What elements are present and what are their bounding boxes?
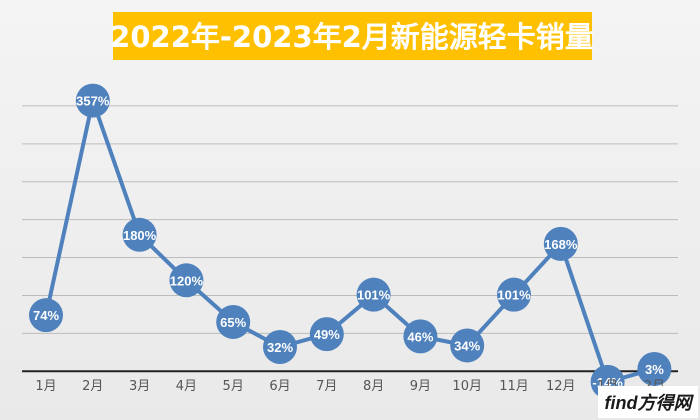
data-label: 101% [497,288,531,303]
data-point-marker [450,328,485,363]
data-point: 46% [403,319,438,354]
data-point: 101% [356,277,391,312]
data-label: 49% [314,327,340,342]
data-label: 32% [267,340,293,355]
data-point-marker [122,217,157,252]
data-point-marker [29,298,63,333]
x-tick-label: 12月 [546,379,576,394]
data-point: 49% [309,317,344,352]
data-label: 168% [544,237,578,252]
data-label: 46% [407,329,433,344]
data-point-marker [216,304,251,339]
data-point: 74% [29,298,63,333]
x-tick-label: 10月 [452,379,482,394]
data-label: 3% [645,362,664,377]
data-point-marker [497,277,531,312]
x-tick-label: 2月 [82,379,103,394]
data-point-marker [169,263,204,298]
data-label: 101% [357,288,391,303]
x-tick-label: 5月 [223,379,244,394]
data-point: 32% [263,329,297,364]
data-points: 74% 357% 180% 120% 65% 32% 49% 101% 46% 34% 101% 16… [29,83,672,399]
x-tick-label: 11月 [499,379,529,394]
chart-title-text: 2022年-2023年2月新能源轻卡销量 [110,20,594,54]
data-label: 357% [76,94,110,109]
data-point-marker [356,277,391,312]
x-tick-label: 3月 [129,379,150,394]
x-tick-label: 1月 [35,379,56,394]
data-label: 65% [220,315,246,330]
grid-lines [22,105,678,334]
watermark-background [598,386,698,418]
data-point: 120% [169,263,204,298]
chart-title: 2022年-2023年2月新能源轻卡销量 [110,12,594,60]
x-tick-label: 7月 [316,379,337,394]
data-point: 34% [450,328,485,363]
data-point: 168% [543,226,578,261]
data-point: 101% [497,277,531,312]
x-tick-label: 8月 [363,379,384,394]
data-point-marker [75,83,110,118]
data-label: 34% [454,338,480,353]
data-label: 74% [33,308,59,323]
data-point: 357% [75,83,110,118]
title-background [113,12,592,60]
watermark: find方得网 [598,386,698,418]
data-label: 120% [170,273,204,288]
data-point: 180% [122,217,157,252]
data-point-marker [309,317,344,352]
data-point-marker [403,319,438,354]
data-point: 65% [216,304,251,339]
x-axis-tick-labels: 1月2月3月4月5月6月7月8月9月10月11月12月1月2月 [35,379,665,394]
x-tick-label: 9月 [410,379,431,394]
watermark-text: find方得网 [605,393,695,413]
data-point-marker [637,351,672,386]
data-point-marker [263,329,297,364]
data-label: 180% [123,228,157,243]
data-point: 3% [637,351,672,386]
data-point-marker [543,226,578,261]
x-tick-label: 4月 [176,379,197,394]
x-tick-label: 6月 [269,379,290,394]
